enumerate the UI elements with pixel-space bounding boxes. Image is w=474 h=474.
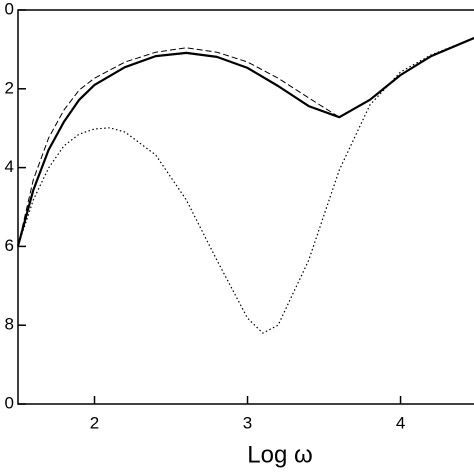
y-tick-label: 2 xyxy=(5,78,14,97)
y-tick-label: 0 xyxy=(5,0,14,18)
line-dashed xyxy=(17,37,474,247)
line-solid xyxy=(16,36,474,247)
x-tick-label: 4 xyxy=(396,413,405,432)
y-tick-label: 6 xyxy=(5,236,14,255)
y-tick-label: 0 xyxy=(5,393,14,412)
x-axis-label: Log ω xyxy=(247,441,312,468)
plot-frame xyxy=(17,9,474,405)
y-tick-label: 4 xyxy=(5,157,14,176)
x-tick-label: 3 xyxy=(243,413,252,432)
line-dotted xyxy=(17,37,474,334)
y-tick-label: 8 xyxy=(5,315,14,334)
x-tick-label: 2 xyxy=(90,413,99,432)
